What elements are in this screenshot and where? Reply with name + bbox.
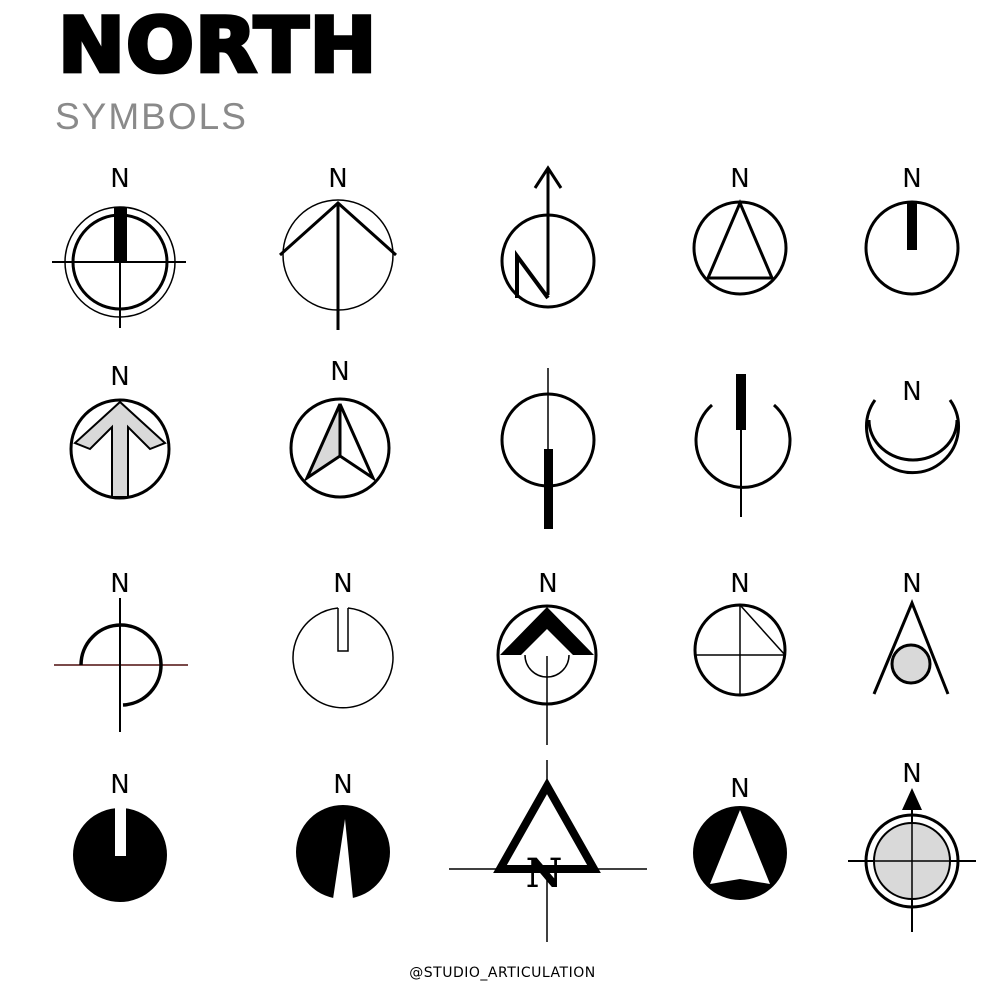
north-symbol-11: N [54, 569, 188, 732]
north-symbol-18: N [449, 760, 647, 942]
north-label: N [110, 770, 129, 800]
north-symbol-1: N [52, 164, 186, 328]
north-symbol-7: N [289, 357, 391, 499]
north-symbol-6: N [69, 362, 171, 500]
north-label: N [730, 569, 749, 599]
north-symbol-13: N [496, 569, 598, 745]
north-symbol-17: N [296, 770, 390, 899]
north-symbol-19: N [693, 774, 787, 900]
north-symbol-16: N [73, 770, 167, 902]
north-label: N [110, 362, 129, 392]
north-label: N [730, 164, 749, 194]
north-symbol-9 [694, 374, 792, 517]
north-label: N [330, 357, 349, 387]
north-label: N [110, 569, 129, 599]
north-label: N [333, 770, 352, 800]
north-symbol-3 [500, 165, 596, 309]
north-symbol-15: N [872, 569, 950, 695]
north-label: N [902, 377, 921, 407]
north-symbol-10: N [865, 377, 960, 475]
north-symbol-4: N [692, 164, 788, 296]
page-subtitle: SYMBOLS [55, 96, 248, 137]
north-symbol-20: N [848, 759, 976, 932]
north-symbol-2: N [278, 164, 398, 330]
studio-credit: @STUDIO_ARTICULATION [409, 965, 596, 981]
north-label-serif: N [526, 850, 563, 897]
north-label: N [730, 774, 749, 804]
north-label: N [902, 164, 921, 194]
north-symbol-14: N [693, 569, 787, 697]
page-title: NORTH [56, 1, 378, 90]
north-symbol-12: N [292, 569, 394, 709]
north-label: N [328, 164, 347, 194]
north-label: N [902, 569, 921, 599]
north-label: N [538, 569, 557, 599]
north-label: N [902, 759, 921, 789]
north-label: N [110, 164, 129, 194]
north-symbol-5: N [864, 164, 960, 296]
north-label: N [333, 569, 352, 599]
north-symbol-8 [500, 368, 596, 529]
